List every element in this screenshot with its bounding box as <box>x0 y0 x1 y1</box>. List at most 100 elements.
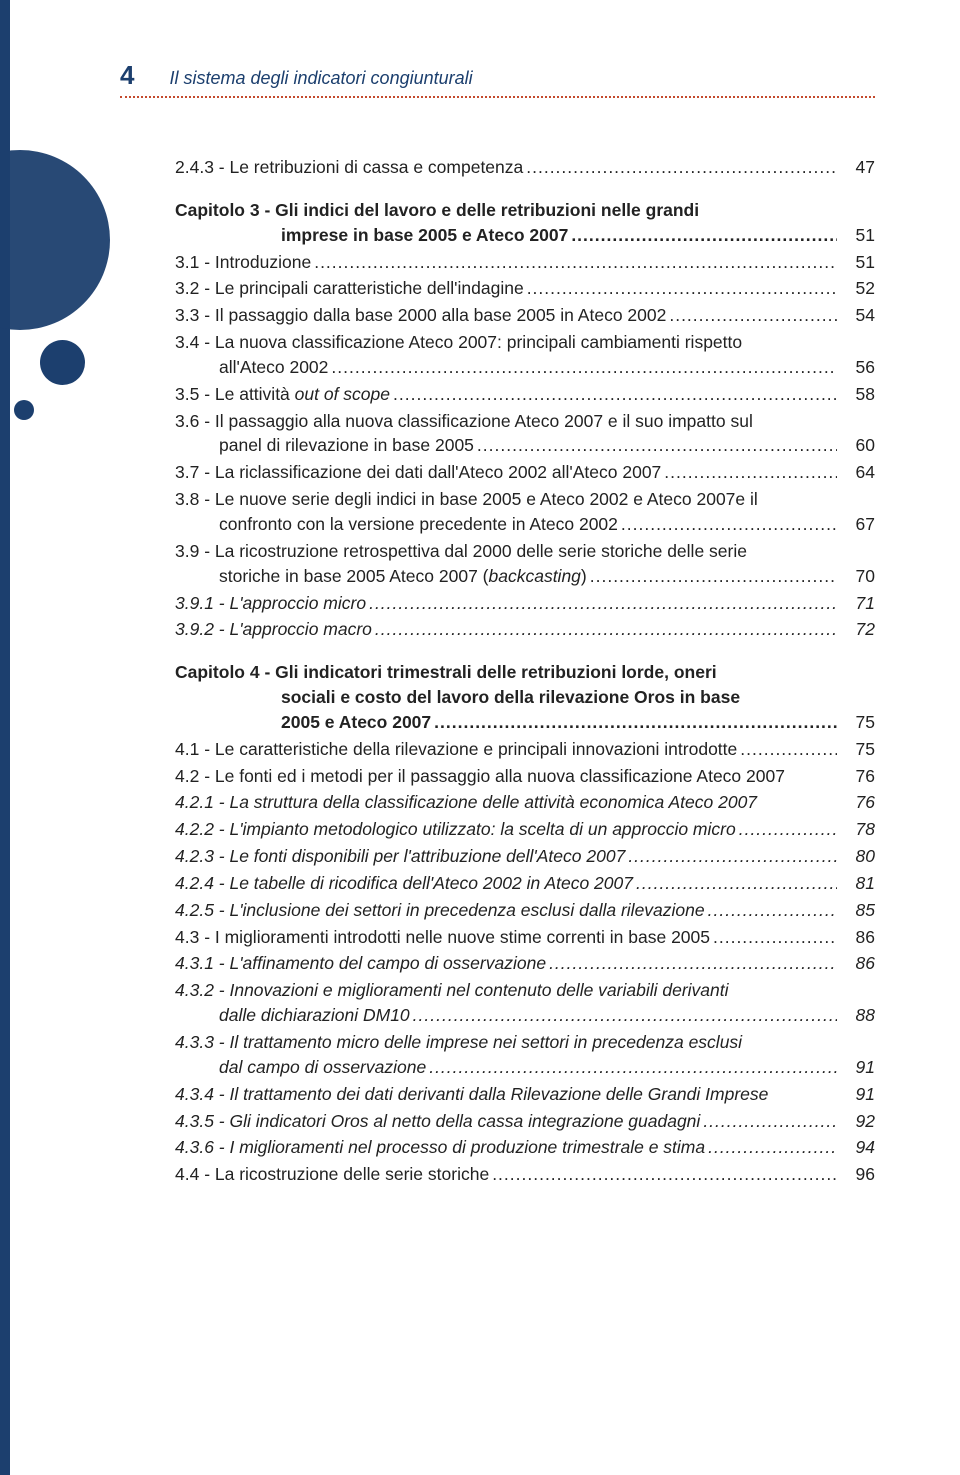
toc-page: 47 <box>837 155 875 180</box>
running-title: Il sistema degli indicatori congiuntural… <box>169 68 875 89</box>
toc-leader <box>546 951 837 976</box>
circle-deco-large <box>0 150 110 330</box>
toc-leader <box>705 1135 837 1160</box>
toc-leader <box>489 1162 837 1187</box>
toc-page: 85 <box>837 898 875 923</box>
toc-leader <box>372 617 837 642</box>
toc-leader <box>700 1109 837 1134</box>
toc-label: 3.9.1 - L'approccio micro <box>175 591 366 616</box>
toc-label: 3.7 - La riclassificazione dei dati dall… <box>175 460 661 485</box>
toc-page: 86 <box>837 925 875 950</box>
toc-page: 51 <box>837 223 875 248</box>
toc-leader <box>568 223 837 248</box>
toc-leader <box>625 844 837 869</box>
toc-leader <box>737 737 837 762</box>
toc-page: 78 <box>837 817 875 842</box>
toc-entry: 3.9 - La ricostruzione retrospettiva dal… <box>175 539 875 589</box>
toc-leader <box>710 925 837 950</box>
toc-page: 88 <box>837 1003 875 1028</box>
toc-entry: 4.2.1 - La struttura della classificazio… <box>175 790 875 815</box>
toc-leader <box>523 155 837 180</box>
toc-label: 4.2.2 - L'impianto metodologico utilizza… <box>175 817 736 842</box>
toc-entry: 4.3 - I miglioramenti introdotti nelle n… <box>175 925 875 950</box>
toc-entry: 4.3.3 - Il trattamento micro delle impre… <box>175 1030 875 1080</box>
toc-label: 2.4.3 - Le retribuzioni di cassa e compe… <box>175 155 523 180</box>
toc-content: 2.4.3 - Le retribuzioni di cassa e compe… <box>175 155 875 1189</box>
toc-label: 3.1 - Introduzione <box>175 250 311 275</box>
toc-entry: 4.3.5 - Gli indicatori Oros al netto del… <box>175 1109 875 1134</box>
toc-label: 4.3.5 - Gli indicatori Oros al netto del… <box>175 1109 700 1134</box>
toc-page: 54 <box>837 303 875 328</box>
toc-entry: 3.4 - La nuova classificazione Ateco 200… <box>175 330 875 380</box>
chapter-3-entries: 3.1 - Introduzione 51 3.2 - Le principali … <box>175 250 875 643</box>
chapter-3-line2: imprese in base 2005 e Ateco 2007 <box>175 223 568 248</box>
toc-leader <box>633 871 837 896</box>
toc-page: 76 <box>837 764 875 789</box>
toc-label: 4.2 - Le fonti ed i metodi per il passag… <box>175 764 785 789</box>
toc-leader <box>426 1055 837 1080</box>
toc-label: 3.4 - La nuova classificazione Ateco 200… <box>175 330 875 355</box>
toc-entry: 3.3 - Il passaggio dalla base 2000 alla … <box>175 303 875 328</box>
toc-label: 3.9.2 - L'approccio macro <box>175 617 372 642</box>
page: 4 Il sistema degli indicatori congiuntur… <box>0 0 960 1475</box>
toc-label: 3.2 - Le principali caratteristiche dell… <box>175 276 524 301</box>
toc-label: all'Ateco 2002 <box>175 355 328 380</box>
chapter-3-heading: Capitolo 3 - Gli indici del lavoro e del… <box>175 198 875 248</box>
toc-leader <box>661 460 837 485</box>
toc-label: 3.5 - Le attività out of scope <box>175 382 390 407</box>
toc-entry: 4.3.2 - Innovazioni e miglioramenti nel … <box>175 978 875 1028</box>
toc-label: 3.3 - Il passaggio dalla base 2000 alla … <box>175 303 666 328</box>
toc-leader <box>366 591 837 616</box>
toc-page: 72 <box>837 617 875 642</box>
toc-leader <box>666 303 837 328</box>
toc-entry: 4.4 - La ricostruzione delle serie stori… <box>175 1162 875 1187</box>
toc-entry: 3.5 - Le attività out of scope 58 <box>175 382 875 407</box>
chapter-4-heading: Capitolo 4 - Gli indicatori trimestrali … <box>175 660 875 735</box>
toc-page: 91 <box>837 1082 875 1107</box>
chapter-4-entries: 4.1 - Le caratteristiche della rilevazio… <box>175 737 875 1187</box>
toc-label: 4.2.5 - L'inclusione dei settori in prec… <box>175 898 705 923</box>
toc-entry: 4.3.6 - I miglioramenti nel processo di … <box>175 1135 875 1160</box>
toc-entry: 4.2.3 - Le fonti disponibili per l'attri… <box>175 844 875 869</box>
toc-page: 80 <box>837 844 875 869</box>
toc-page: 91 <box>837 1055 875 1080</box>
toc-page: 64 <box>837 460 875 485</box>
toc-entry: 2.4.3 - Le retribuzioni di cassa e compe… <box>175 155 875 180</box>
toc-page: 56 <box>837 355 875 380</box>
toc-label: 4.3 - I miglioramenti introdotti nelle n… <box>175 925 710 950</box>
toc-label: 4.2.4 - Le tabelle di ricodifica dell'At… <box>175 871 633 896</box>
page-number: 4 <box>120 60 134 91</box>
toc-entry: 4.2.5 - L'inclusione dei settori in prec… <box>175 898 875 923</box>
toc-label: 4.3.2 - Innovazioni e miglioramenti nel … <box>175 978 875 1003</box>
toc-entry: 3.6 - Il passaggio alla nuova classifica… <box>175 409 875 459</box>
toc-entry: 4.2.4 - Le tabelle di ricodifica dell'At… <box>175 871 875 896</box>
toc-label: 4.3.6 - I miglioramenti nel processo di … <box>175 1135 705 1160</box>
page-header: 4 Il sistema degli indicatori congiuntur… <box>120 60 875 91</box>
toc-page: 51 <box>837 250 875 275</box>
toc-label: 4.3.3 - Il trattamento micro delle impre… <box>175 1030 875 1055</box>
toc-entry: 3.9.1 - L'approccio micro 71 <box>175 591 875 616</box>
toc-label: 3.9 - La ricostruzione retrospettiva dal… <box>175 539 875 564</box>
toc-page: 67 <box>837 512 875 537</box>
toc-page: 86 <box>837 951 875 976</box>
toc-leader <box>410 1003 837 1028</box>
toc-label: 4.1 - Le caratteristiche della rilevazio… <box>175 737 737 762</box>
toc-page: 75 <box>837 710 875 735</box>
toc-entry: 3.2 - Le principali caratteristiche dell… <box>175 276 875 301</box>
toc-page: 71 <box>837 591 875 616</box>
toc-page: 58 <box>837 382 875 407</box>
toc-entry: 3.8 - Le nuove serie degli indici in bas… <box>175 487 875 537</box>
toc-page: 76 <box>837 790 875 815</box>
toc-page: 96 <box>837 1162 875 1187</box>
toc-entry: 4.3.1 - L'affinamento del campo di osser… <box>175 951 875 976</box>
toc-label: storiche in base 2005 Ateco 2007 (backca… <box>175 564 587 589</box>
toc-page: 81 <box>837 871 875 896</box>
toc-leader <box>311 250 837 275</box>
toc-entry: 4.2.2 - L'impianto metodologico utilizza… <box>175 817 875 842</box>
toc-label: panel di rilevazione in base 2005 <box>175 433 474 458</box>
circle-deco-medium <box>40 340 85 385</box>
toc-leader <box>474 433 837 458</box>
toc-entry: 3.9.2 - L'approccio macro 72 <box>175 617 875 642</box>
toc-leader <box>618 512 837 537</box>
toc-page: 92 <box>837 1109 875 1134</box>
